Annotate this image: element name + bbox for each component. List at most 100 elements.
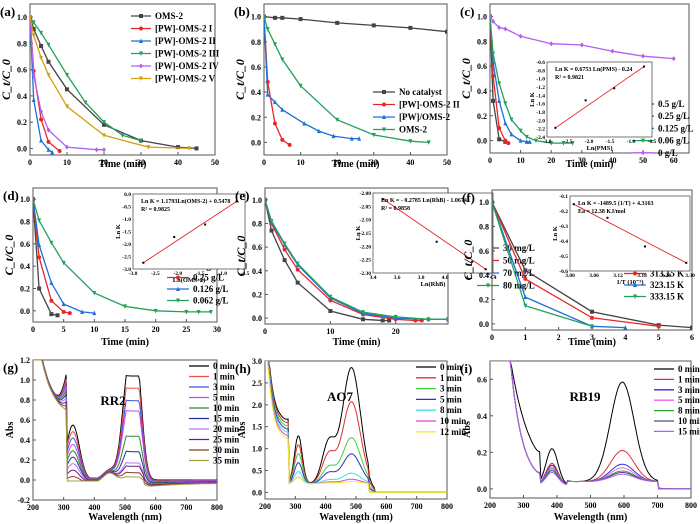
x-tick-label: 600 xyxy=(618,501,630,510)
inset-y-tick: -0.2 xyxy=(559,209,568,215)
y-tick-label: 1.0 xyxy=(252,445,262,454)
plot-area xyxy=(265,361,447,493)
series-line-b-0 xyxy=(264,15,447,33)
legend-marker xyxy=(382,102,386,107)
inset-x-tick: 3.00 xyxy=(565,273,575,279)
x-tick-label: 600 xyxy=(380,502,392,511)
legend-label: 8 min xyxy=(440,405,462,415)
inset-plot: 3.00 3.06 3.12 3.18 3.24 3.30 -0.1 -0.2 -0.3 -0.4… xyxy=(552,194,695,286)
inset-y-tick: -2.5 xyxy=(122,255,131,261)
legend-label: 50 mg/L xyxy=(503,256,535,266)
legend-label: OMS-2 xyxy=(155,11,183,21)
legend-label: 0.126 g/L xyxy=(193,284,229,294)
x-tick-label: 600 xyxy=(150,503,162,512)
data-point xyxy=(590,315,594,320)
legend-label: 5 min xyxy=(213,393,235,403)
inset-x-tick: -1.5 xyxy=(606,139,615,145)
inset-y-tick: -0.1 xyxy=(559,194,568,200)
series-line-d-2 xyxy=(33,199,95,314)
data-point xyxy=(46,127,51,133)
x-tick-label: 30 xyxy=(578,156,586,165)
data-point xyxy=(31,20,36,25)
data-point xyxy=(102,120,106,125)
x-axis-label: Wavelength (nm) xyxy=(554,512,628,523)
inset-y-tick: -2.25 xyxy=(360,258,372,264)
inset-y-tick: 0.0 xyxy=(124,192,131,198)
inset-y-tick: -0.5 xyxy=(559,254,568,260)
inset-y-tick: -1.0 xyxy=(536,77,545,83)
x-tick-label: 700 xyxy=(180,503,192,512)
x-tick-label: 500 xyxy=(119,503,131,512)
legend-marker xyxy=(382,90,386,94)
data-point xyxy=(280,137,285,142)
data-point xyxy=(282,241,287,247)
data-point xyxy=(49,298,54,303)
y-axis-label: C_t/C_0 xyxy=(0,59,13,100)
y-tick-label: 0.0 xyxy=(251,138,261,147)
y-tick-label: 0.6 xyxy=(20,240,30,249)
inset-plot: -3.0 -2.5 -2.0 -1.5 -1.0 -0.5 -0.6 -0.8 -1.0 -1.2… xyxy=(529,60,657,152)
x-tick-label: 10 xyxy=(297,158,305,167)
y-tick-label: 0.2 xyxy=(17,118,27,127)
data-point xyxy=(446,317,448,322)
inset-frame xyxy=(546,61,653,138)
panel-g: (g) 200 300 400 500 600 700 800 -0.2 0.0 0.2 0.4 0.6… xyxy=(3,356,239,523)
data-point xyxy=(269,228,274,233)
inset-x-tick: 4.2 xyxy=(466,275,473,281)
legend-marker xyxy=(641,150,645,156)
data-point xyxy=(524,134,529,140)
inset-x-tick: -2.0 xyxy=(173,271,182,277)
data-point xyxy=(102,133,106,138)
data-point xyxy=(269,219,274,224)
inset-plot: 3.4 3.6 3.8 4.0 4.2 4.4 -2.00 -2.05 -2.10 -2.15 -2… xyxy=(355,191,497,288)
panel-label: (g) xyxy=(3,360,18,375)
y-tick-label: 1.0 xyxy=(20,376,30,385)
y-tick-label: -0.2 xyxy=(17,496,30,505)
data-point xyxy=(671,56,676,62)
inset-x-label: Ln(RhB) xyxy=(421,281,446,288)
x-axis-label: Time (min) xyxy=(333,337,381,348)
data-point xyxy=(570,141,575,146)
data-point xyxy=(335,117,340,123)
x-tick-label: 200 xyxy=(27,503,39,512)
series-line-a-3 xyxy=(30,16,142,142)
inset-y-label: Ln K xyxy=(115,224,122,239)
inset-fit-line xyxy=(383,198,486,270)
data-point xyxy=(49,280,54,285)
data-point xyxy=(272,42,277,47)
data-point xyxy=(280,57,285,62)
data-point xyxy=(92,290,97,296)
y-tick-label: 0.2 xyxy=(251,113,261,122)
data-point xyxy=(497,25,502,31)
legend-label: 0.06 g/L xyxy=(658,136,689,146)
inset-x-label: 1/T (10⁻³) xyxy=(616,279,643,286)
data-point xyxy=(523,268,528,273)
x-tick-label: 500 xyxy=(585,501,597,510)
data-point xyxy=(579,42,584,48)
x-tick-label: 700 xyxy=(411,502,423,511)
data-point xyxy=(184,309,189,315)
data-point xyxy=(518,33,523,39)
data-point xyxy=(194,146,199,151)
data-point xyxy=(641,53,646,59)
inset-y-tick: -2.20 xyxy=(360,244,372,250)
y-axis-label: C_t/C_0 xyxy=(234,236,248,277)
data-point xyxy=(527,139,532,144)
x-tick-label: 0 xyxy=(488,156,492,165)
data-point xyxy=(503,26,508,32)
data-point xyxy=(46,42,51,48)
legend-label: 25 min xyxy=(213,435,239,445)
legend-label: 15 min xyxy=(678,426,700,436)
data-point xyxy=(265,27,270,32)
legend-label: No catalyst xyxy=(399,87,442,97)
x-tick-label: 20 xyxy=(333,158,341,167)
inset-x-tick: 4.4 xyxy=(490,275,497,281)
inset-y-tick: -2.2 xyxy=(536,127,545,133)
series-line-i-6 xyxy=(490,361,691,490)
legend-marker xyxy=(633,271,637,276)
series-line-b-2 xyxy=(264,16,360,140)
x-tick-label: 3 xyxy=(590,333,594,342)
series-line-c-4 xyxy=(490,16,674,60)
inset-x-tick: -2.5 xyxy=(151,271,160,277)
